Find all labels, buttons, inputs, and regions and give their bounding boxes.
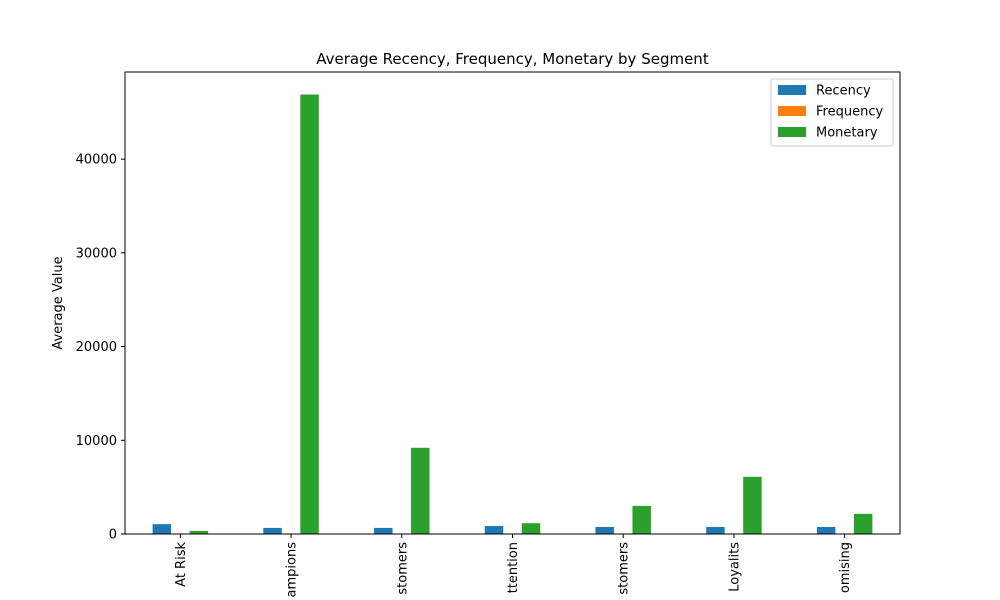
chart-title: Average Recency, Frequency, Monetary by … xyxy=(316,50,709,68)
x-tick-label-5: stomers xyxy=(617,542,632,595)
legend-label-monetary: Monetary xyxy=(816,126,878,141)
legend-label-recency: Recency xyxy=(816,84,871,99)
bar-recency-1 xyxy=(152,524,172,534)
bar-recency-7 xyxy=(816,526,836,534)
y-tick-label-0: 0 xyxy=(109,528,117,543)
legend-swatch-recency xyxy=(778,85,806,95)
bars-layer xyxy=(152,94,873,535)
y-tick-label-40000: 40000 xyxy=(76,153,117,168)
x-axis: At Risk ampions stomers ttention stomers Loya… xyxy=(174,534,853,597)
legend-label-frequency: Frequency xyxy=(816,105,883,120)
legend-swatch-monetary xyxy=(778,127,806,137)
bar-monetary-7 xyxy=(853,513,873,534)
bar-recency-5 xyxy=(595,526,614,534)
bar-monetary-4 xyxy=(521,523,541,534)
legend: Recency Frequency Monetary xyxy=(770,78,894,147)
x-tick-label-1: At Risk xyxy=(174,542,189,587)
y-axis-label: Average Value xyxy=(51,256,66,349)
bar-monetary-5 xyxy=(632,505,651,534)
bar-recency-6 xyxy=(706,526,725,534)
y-tick-label-30000: 30000 xyxy=(76,246,117,261)
y-tick-label-20000: 20000 xyxy=(76,340,117,355)
x-tick-label-3: stomers xyxy=(395,542,410,595)
bar-recency-3 xyxy=(374,527,393,534)
bar-monetary-3 xyxy=(411,447,430,534)
x-tick-label-2: ampions xyxy=(285,542,300,598)
bar-monetary-2 xyxy=(300,94,319,535)
x-tick-label-7: omising xyxy=(838,542,853,593)
y-axis: 0 10000 20000 30000 40000 xyxy=(76,153,125,543)
bar-recency-4 xyxy=(484,526,504,534)
x-tick-label-6: Loyalits xyxy=(727,542,742,592)
bar-monetary-1 xyxy=(189,531,209,534)
bar-recency-2 xyxy=(263,527,282,534)
x-tick-label-4: ttention xyxy=(506,542,521,593)
y-tick-label-10000: 10000 xyxy=(76,434,117,449)
legend-swatch-frequency xyxy=(778,106,806,116)
bar-monetary-6 xyxy=(743,476,762,534)
